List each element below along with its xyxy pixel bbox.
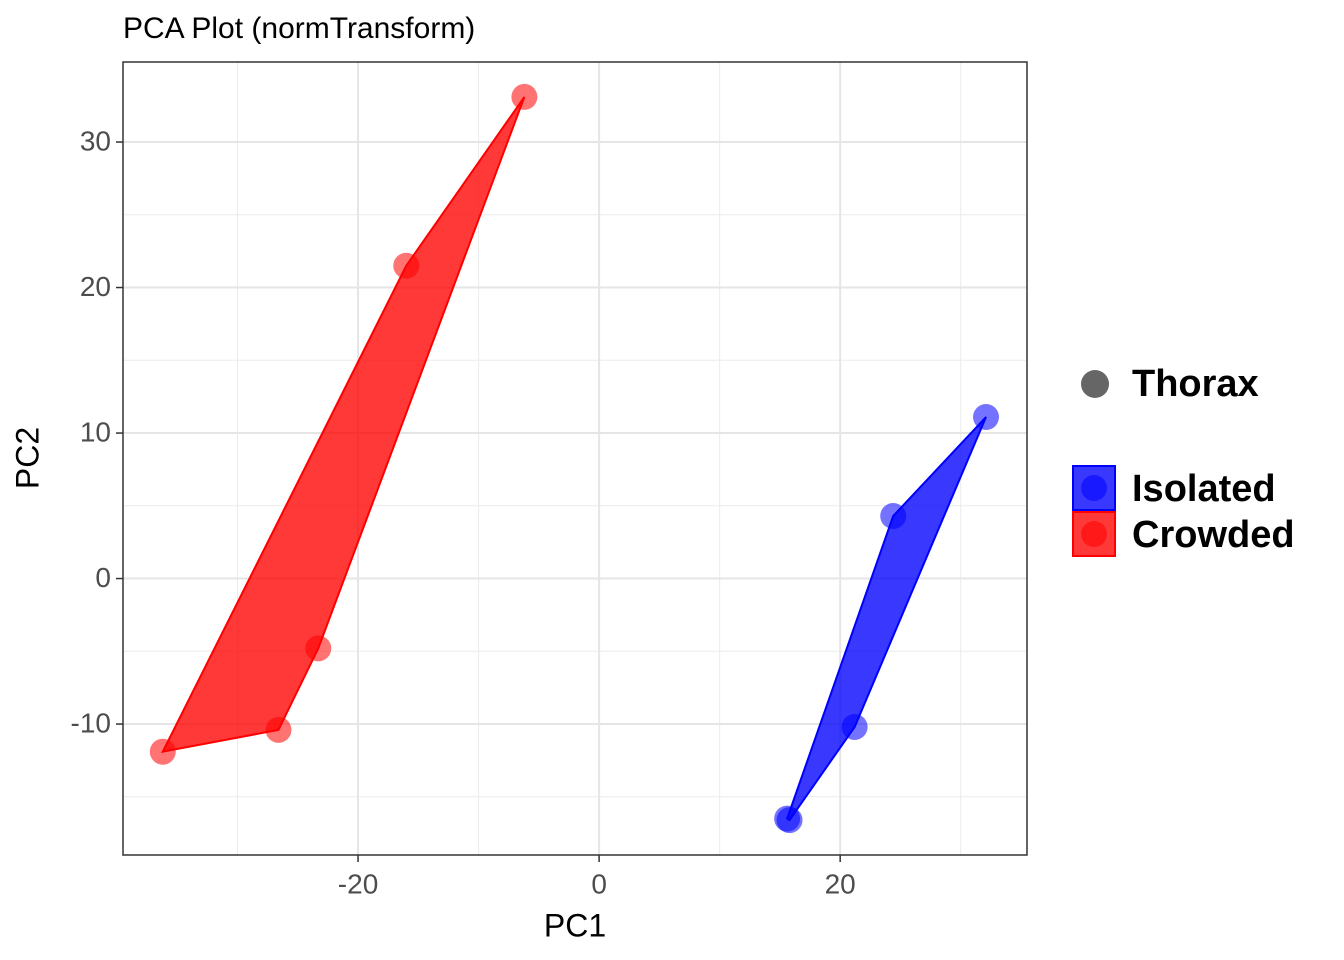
- y-tick-label: 20: [80, 271, 111, 302]
- y-axis-title: PC2: [9, 427, 45, 489]
- x-tick-label: 20: [825, 868, 856, 899]
- chart-title: PCA Plot (normTransform): [123, 12, 475, 45]
- point: [880, 502, 907, 529]
- x-tick-label: 0: [591, 868, 607, 899]
- y-tick-label: -10: [71, 707, 111, 738]
- shape-legend-label: Thorax: [1132, 363, 1259, 405]
- point: [841, 713, 868, 740]
- group-hull: [785, 416, 987, 822]
- y-tick-label: 30: [80, 125, 111, 156]
- point: [265, 716, 292, 743]
- y-tick-label: 0: [95, 562, 111, 593]
- point: [973, 404, 1000, 431]
- point: [305, 635, 332, 662]
- point: [511, 83, 538, 110]
- point: [393, 252, 420, 279]
- plot-area: [123, 62, 1027, 855]
- x-tick-label: -20: [338, 868, 378, 899]
- shape-legend-key: [1081, 370, 1109, 398]
- panel-border: [122, 61, 1028, 856]
- x-axis-title: PC1: [544, 907, 606, 943]
- y-tick-label: 10: [80, 416, 111, 447]
- point: [776, 807, 803, 834]
- legend-label: Crowded: [1132, 514, 1295, 556]
- point: [149, 738, 176, 765]
- legend-key-point: [1081, 475, 1107, 501]
- legend-key-point: [1081, 521, 1107, 547]
- legend-label: Isolated: [1132, 468, 1276, 510]
- group-hull: [160, 96, 526, 754]
